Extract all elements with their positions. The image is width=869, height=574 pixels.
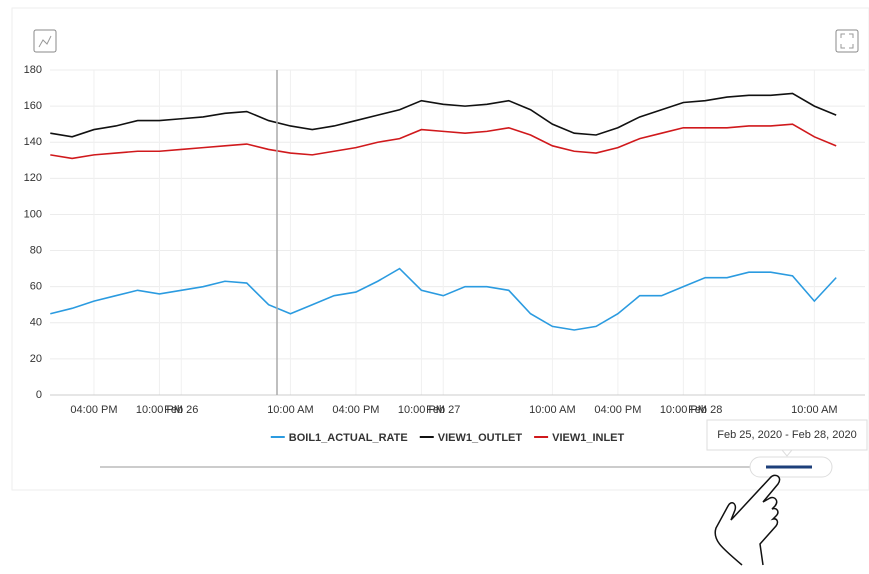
y-tick-label: 120: [24, 172, 42, 184]
range-slider[interactable]: [100, 456, 833, 478]
series-line: [50, 267, 837, 331]
x-tick-label: 10:00 PM: [398, 404, 445, 416]
fullscreen-button[interactable]: [835, 29, 859, 53]
y-tick-label: 20: [30, 353, 42, 365]
y-tick-label: 80: [30, 244, 42, 256]
legend-label: VIEW1_INLET: [552, 432, 624, 444]
y-tick-label: 60: [30, 281, 42, 293]
y-tick-label: 0: [36, 389, 42, 401]
x-tick-label: 10:00 AM: [791, 404, 837, 416]
x-tick-label: 04:00 PM: [332, 404, 379, 416]
y-tick-label: 180: [24, 64, 42, 76]
legend: BOIL1_ACTUAL_RATE VIEW1_OUTLET VIEW1_INLET: [270, 432, 625, 444]
legend-label: BOIL1_ACTUAL_RATE: [289, 432, 408, 444]
y-tick-label: 140: [24, 136, 42, 148]
y-tick-label: 160: [24, 100, 42, 112]
x-tick-label: 04:00 PM: [594, 404, 641, 416]
y-tick-label: 100: [24, 208, 42, 220]
hand-cursor: [714, 474, 781, 566]
y-tick-label: 40: [30, 317, 42, 329]
x-tick-label: Feb 28: [688, 404, 722, 416]
series-line: [50, 123, 837, 160]
plot: 0 20 40 60 80 100 120 140 160 180 04:00 PM 10:00 PM…: [24, 64, 865, 444]
x-tick-label: 04:00 PM: [70, 404, 117, 416]
chart-card: [11, 7, 869, 491]
chart-icon-button[interactable]: [33, 29, 57, 53]
legend-label: VIEW1_OUTLET: [438, 432, 523, 444]
x-tick-label: 10:00 PM: [136, 404, 183, 416]
x-tick-label: 10:00 AM: [529, 404, 575, 416]
range-tooltip: Feb 25, 2020 - Feb 28, 2020: [706, 419, 868, 457]
range-label: Feb 25, 2020 - Feb 28, 2020: [717, 429, 856, 441]
x-tick-label: Feb 27: [426, 404, 460, 416]
x-tick-label: 10:00 PM: [660, 404, 707, 416]
x-tick-label: 10:00 AM: [267, 404, 313, 416]
x-tick-label: Feb 26: [164, 404, 198, 416]
series-line: [50, 92, 837, 138]
